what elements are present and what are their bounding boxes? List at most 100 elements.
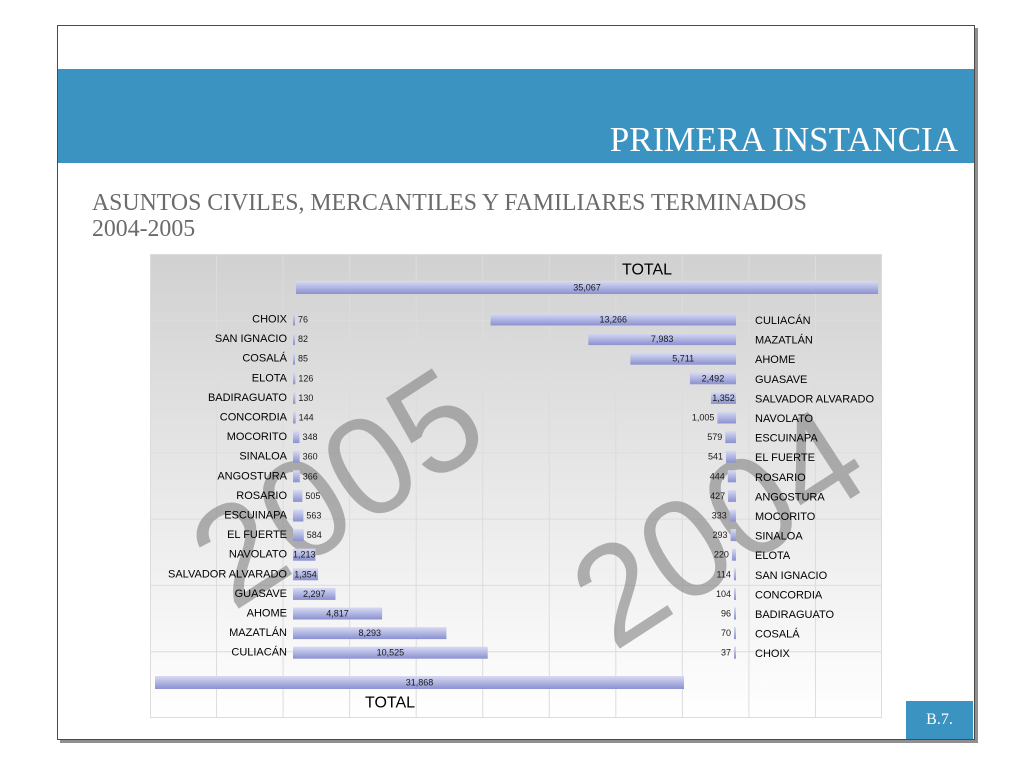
category-label-2005-badiraguato: BADIRAGUATO xyxy=(208,392,287,404)
value-label-2005-elota: 126 xyxy=(298,373,313,383)
bar-2005-san-ignacio xyxy=(293,333,295,346)
bar-2004-concordia xyxy=(734,587,736,600)
category-label-2004-navolato: NAVOLATO xyxy=(755,413,814,425)
category-label-2004-escuinapa: ESCUINAPA xyxy=(755,433,818,445)
bar-2005-badiraguato xyxy=(293,391,296,404)
category-label-2005-cosala: COSALÁ xyxy=(242,352,287,365)
total-value-2005: 31,868 xyxy=(406,678,434,688)
category-label-2004-angostura: ANGOSTURA xyxy=(755,491,825,503)
bar-2004-mazatlan xyxy=(588,333,736,346)
value-label-2004-mazatlan: 7,983 xyxy=(651,334,674,344)
value-label-2004-ahome: 5,711 xyxy=(672,354,694,364)
bar-2004-culiacan xyxy=(490,313,736,326)
bar-2004-sinaloa xyxy=(730,529,736,542)
category-label-2005-escuinapa: ESCUINAPA xyxy=(224,510,287,522)
category-label-2005-navolato: NAVOLATO xyxy=(229,549,288,561)
bar-2004-choix xyxy=(734,646,736,659)
subtitle-line-2: 2004-2005 xyxy=(92,216,196,242)
total-label-2004: TOTAL xyxy=(622,262,672,279)
category-label-2005-ahome: AHOME xyxy=(247,608,287,620)
value-label-2005-angostura: 366 xyxy=(303,471,318,481)
value-label-2005-choix: 76 xyxy=(298,315,308,325)
bar-2005-ahome xyxy=(293,607,383,620)
bar-2005-mazatlan xyxy=(293,627,447,640)
value-label-2004-mocorito: 333 xyxy=(712,511,727,521)
bar-2005-guasave xyxy=(293,587,336,600)
slide: PRIMERA INSTANCIA ASUNTOS CIVILES, MERCA… xyxy=(57,25,975,740)
chart-grid xyxy=(150,254,882,718)
value-label-2004-salvador-alvarado: 1,352 xyxy=(712,393,735,403)
category-label-2004-concordia: CONCORDIA xyxy=(755,589,823,601)
slide-title: PRIMERA INSTANCIA xyxy=(609,120,958,159)
value-label-2004-guasave: 2,492 xyxy=(702,373,725,383)
bar-2005-concordia xyxy=(293,411,296,424)
category-label-2005-mocorito: MOCORITO xyxy=(227,431,288,443)
bar-2004-guasave xyxy=(689,372,736,385)
value-label-2005-san-ignacio: 82 xyxy=(298,334,308,344)
category-label-2005-el-fuerte: EL FUERTE xyxy=(227,529,287,541)
value-label-2005-culiacan: 10,525 xyxy=(377,648,405,658)
total-value-2004: 35,067 xyxy=(573,283,601,293)
value-label-2004-concordia: 104 xyxy=(716,589,731,599)
value-label-2004-navolato: 1,005 xyxy=(692,413,715,423)
category-label-2005-sinaloa: SINALOA xyxy=(239,451,287,463)
slide-subtitle: ASUNTOS CIVILES, MERCANTILES Y FAMILIARE… xyxy=(92,190,807,242)
category-label-2004-mazatlan: MAZATLÁN xyxy=(755,334,813,347)
value-label-2005-cosala: 85 xyxy=(298,354,308,364)
total-bar-2005 xyxy=(155,676,685,689)
page-number-box: B.7. xyxy=(906,701,973,739)
bar-2004-ahome xyxy=(630,352,736,365)
value-label-2004-cosala: 70 xyxy=(721,628,731,638)
value-label-2004-el-fuerte: 541 xyxy=(708,452,723,462)
category-label-2004-rosario: ROSARIO xyxy=(755,472,806,484)
value-label-2005-navolato: 1,213 xyxy=(293,550,316,560)
value-label-2004-rosario: 444 xyxy=(710,471,725,481)
bar-2005-elota xyxy=(293,372,296,385)
bar-2005-culiacan xyxy=(293,646,488,659)
bar-2005-salvador-alvarado xyxy=(293,568,319,581)
value-label-2005-escuinapa: 563 xyxy=(306,511,321,521)
bar-2005-cosala xyxy=(293,352,295,365)
value-label-2005-ahome: 4,817 xyxy=(326,609,349,619)
category-label-2004-el-fuerte: EL FUERTE xyxy=(755,452,815,464)
value-label-2005-mocorito: 348 xyxy=(302,432,317,442)
value-label-2004-badiraguato: 96 xyxy=(721,609,731,619)
value-label-2005-salvador-alvarado: 1,354 xyxy=(294,569,317,579)
bar-2004-cosala xyxy=(734,627,736,640)
category-label-2004-badiraguato: BADIRAGUATO xyxy=(755,609,834,621)
category-label-2005-elota: ELOTA xyxy=(252,372,288,384)
category-label-2004-san-ignacio: SAN IGNACIO xyxy=(755,570,828,582)
bar-2004-san-ignacio xyxy=(733,568,736,581)
category-label-2005-angostura: ANGOSTURA xyxy=(217,470,287,482)
value-label-2005-rosario: 505 xyxy=(305,491,320,501)
bar-2004-el-fuerte xyxy=(725,450,736,463)
title-band: PRIMERA INSTANCIA xyxy=(58,69,974,163)
bar-2005-navolato xyxy=(293,548,316,561)
bar-2004-navolato xyxy=(717,411,736,424)
bar-2005-choix xyxy=(293,313,295,326)
value-label-2005-guasave: 2,297 xyxy=(303,589,326,599)
bar-2004-elota xyxy=(731,548,736,561)
category-label-2004-culiacan: CULIACÁN xyxy=(755,314,811,327)
total-bar-2004 xyxy=(296,281,879,294)
category-label-2005-choix: CHOIX xyxy=(252,314,288,326)
category-label-2005-rosario: ROSARIO xyxy=(236,490,287,502)
value-label-2005-concordia: 144 xyxy=(299,413,314,423)
category-label-2004-ahome: AHOME xyxy=(755,354,795,366)
total-label-2005: TOTAL xyxy=(365,695,415,712)
bar-2004-rosario xyxy=(727,470,736,483)
bar-2004-salvador-alvarado xyxy=(710,391,736,404)
value-label-2004-angostura: 427 xyxy=(710,491,725,501)
category-label-2005-concordia: CONCORDIA xyxy=(220,412,288,424)
bar-2005-sinaloa xyxy=(293,450,300,463)
bar-2005-mocorito xyxy=(293,431,300,444)
category-label-2004-sinaloa: SINALOA xyxy=(755,531,803,543)
subtitle-line-1: ASUNTOS CIVILES, MERCANTILES Y FAMILIARE… xyxy=(92,190,807,216)
category-label-2004-salvador-alvarado: SALVADOR ALVARADO xyxy=(755,393,874,405)
bar-2005-angostura xyxy=(293,470,300,483)
category-label-2004-elota: ELOTA xyxy=(755,550,791,562)
bar-2005-rosario xyxy=(293,489,303,502)
category-label-2005-san-ignacio: SAN IGNACIO xyxy=(215,333,288,345)
value-label-2004-san-ignacio: 114 xyxy=(717,569,731,579)
category-label-2004-cosala: COSALÁ xyxy=(755,628,800,641)
